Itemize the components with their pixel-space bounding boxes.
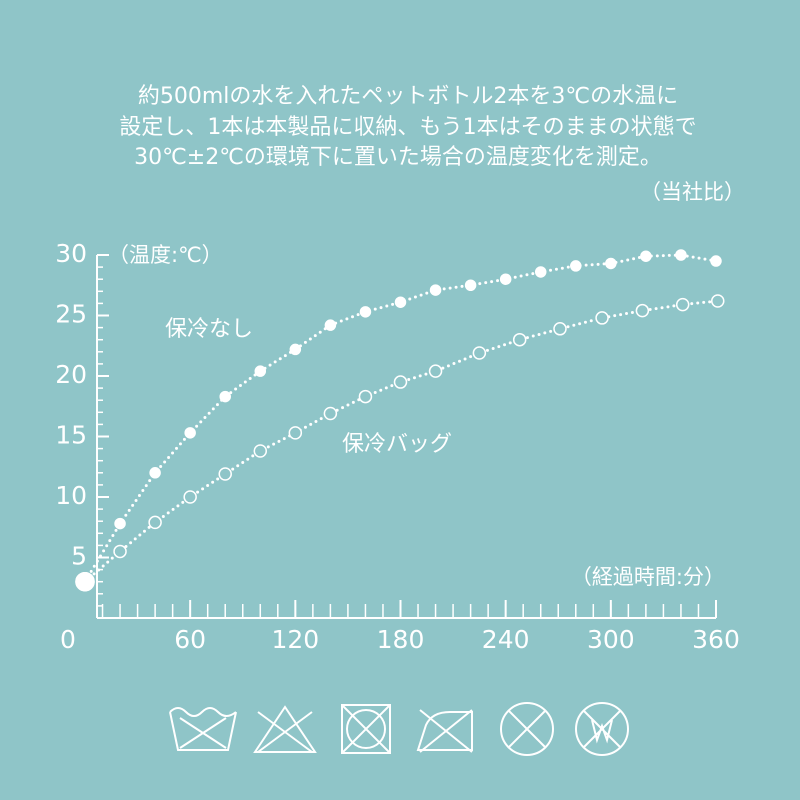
x-tick-label: 300 <box>587 625 635 654</box>
x-tick-label: 360 <box>692 625 740 654</box>
data-point <box>359 306 372 318</box>
data-point <box>183 490 197 504</box>
data-point <box>429 284 442 296</box>
y-tick-label: 10 <box>55 481 87 510</box>
y-tick-label: 5 <box>71 542 87 571</box>
note: （当社比） <box>640 180 745 204</box>
series-label: 保冷バッグ <box>342 432 452 457</box>
data-point <box>113 544 127 559</box>
x-axis-label: （経過時間:分） <box>571 565 725 589</box>
data-point <box>512 332 527 347</box>
series-line <box>83 299 720 584</box>
care-icons <box>169 702 629 756</box>
data-point <box>472 346 487 360</box>
description-line: 設定し、1本は本製品に収納、もう1本はそのままの状態で <box>119 115 696 140</box>
series-label: 保冷なし <box>165 317 253 342</box>
data-point <box>711 294 725 308</box>
x-tick-label: 240 <box>482 625 530 654</box>
data-point <box>358 389 373 404</box>
y-tick-label: 15 <box>55 421 87 450</box>
x-tick-label: 180 <box>377 625 425 654</box>
data-point <box>254 365 267 377</box>
data-point <box>464 279 477 291</box>
data-point <box>675 249 687 261</box>
y-tick-label: 30 <box>55 239 87 268</box>
bleach-icon <box>253 705 317 753</box>
data-point <box>393 375 408 389</box>
dryclean-icon <box>500 702 554 756</box>
wash-icon <box>169 707 237 751</box>
data-point <box>219 390 231 403</box>
data-point <box>184 427 196 439</box>
data-point <box>570 260 582 272</box>
data-point <box>534 266 547 278</box>
y-axis-label: （温度:℃） <box>108 243 223 267</box>
data-point <box>675 297 690 312</box>
data-point <box>640 250 652 262</box>
wetclean-icon <box>575 702 629 756</box>
data-point <box>148 515 162 530</box>
data-point <box>114 517 126 530</box>
y-tick-label: 25 <box>55 300 87 329</box>
x-tick-label: 60 <box>174 625 206 654</box>
data-point <box>499 273 512 285</box>
data-point <box>289 343 302 356</box>
data-point <box>595 311 609 325</box>
data-point <box>253 444 268 458</box>
data-point <box>428 364 443 378</box>
data-point <box>553 322 567 336</box>
data-point <box>288 426 303 440</box>
x-tick-label: 120 <box>271 625 319 654</box>
data-point <box>710 255 722 267</box>
data-point <box>149 467 161 479</box>
data-point <box>218 467 232 481</box>
dry-icon <box>341 704 391 754</box>
data-point <box>324 319 337 331</box>
data-point <box>605 257 617 270</box>
iron-icon <box>416 709 473 753</box>
data-point <box>323 406 338 421</box>
data-point <box>394 296 407 308</box>
description-line: 約500mlの水を入れたペットボトル2本を3℃の水温に <box>138 84 678 109</box>
data-point <box>75 571 95 592</box>
description-line: 30℃±2℃の環境下に置いた場合の温度変化を測定。 <box>134 145 662 170</box>
y-tick-label: 20 <box>55 360 87 389</box>
x-tick-label: 0 <box>60 625 76 654</box>
data-point <box>635 303 650 318</box>
